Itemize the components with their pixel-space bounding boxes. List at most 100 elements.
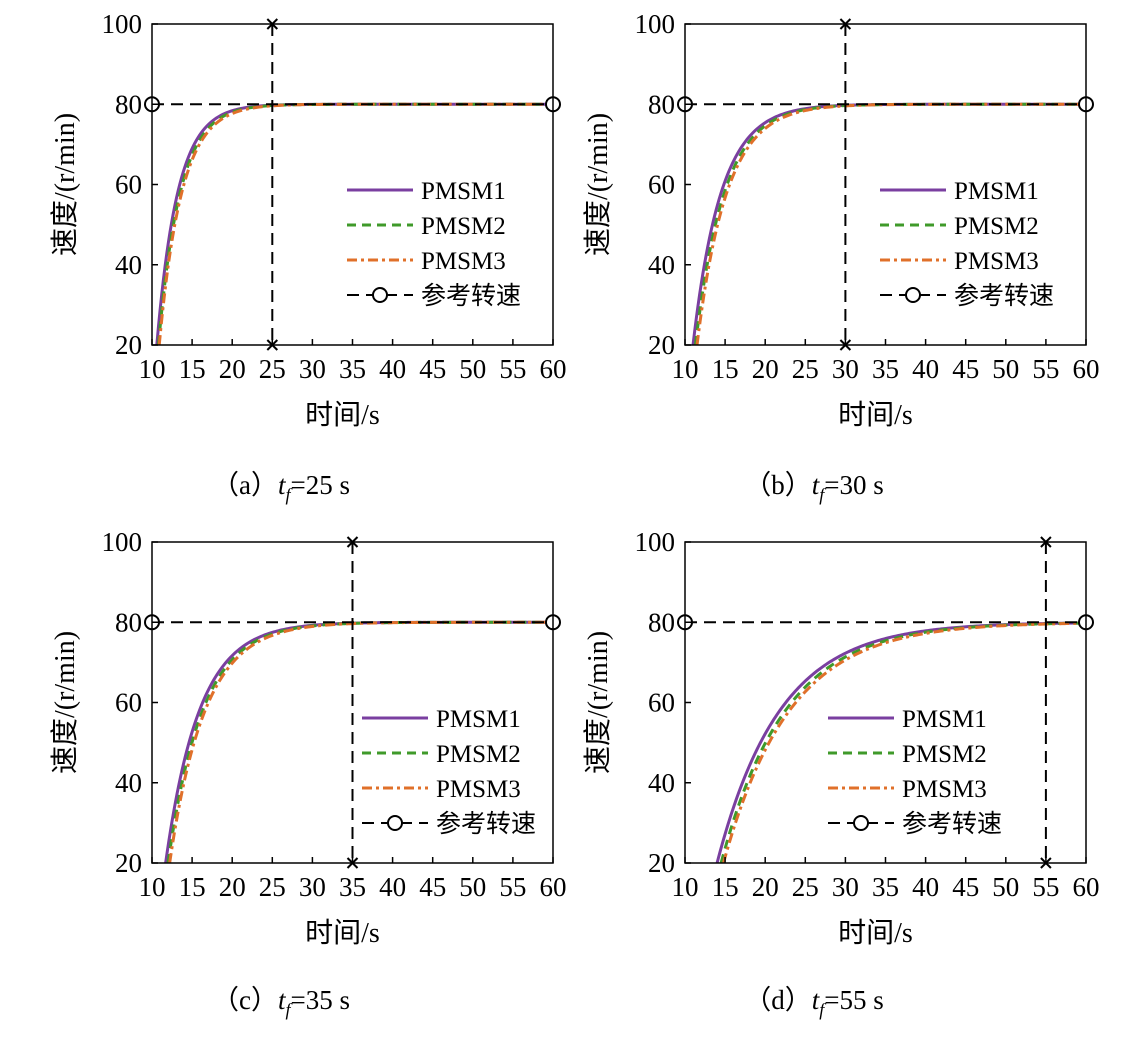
x-tick-label: 10 (139, 872, 166, 902)
caption-b: （b）tf=30 s (533, 463, 1095, 505)
x-tick-label: 15 (712, 872, 739, 902)
caption-c: （c）tf=35 s (0, 978, 562, 1020)
y-axis-title: 速度/(r/min) (49, 113, 81, 256)
legend-label: PMSM3 (436, 776, 521, 803)
caption-prefix: （d） (744, 985, 812, 1015)
legend-item: PMSM2 (880, 213, 1039, 240)
x-tick-label: 60 (540, 872, 567, 902)
y-tick-label: 100 (102, 527, 143, 557)
legend-label: PMSM1 (954, 178, 1039, 205)
x-tick-label: 40 (379, 872, 406, 902)
y-tick-label: 100 (102, 9, 143, 39)
y-tick-label: 100 (635, 527, 676, 557)
legend-swatch-marker (387, 815, 403, 831)
y-axis-title: 速度/(r/min) (582, 113, 614, 256)
x-tick-label: 55 (1032, 872, 1059, 902)
y-tick-label: 60 (115, 688, 142, 718)
y-tick-label: 20 (115, 848, 142, 878)
series-line-pmsm3 (695, 102, 1086, 345)
caption-sub: f (819, 999, 825, 1020)
legend-item: 参考转速 (828, 810, 1002, 838)
x-tick-label: 35 (872, 354, 899, 384)
x-tick-label: 15 (712, 354, 739, 384)
x-tick-label: 55 (499, 354, 526, 384)
x-tick-label: 50 (459, 872, 486, 902)
x-tick-label: 45 (952, 354, 979, 384)
x-tick-label: 20 (752, 354, 779, 384)
caption-tf: t (811, 470, 820, 500)
legend-swatch-marker (372, 287, 388, 303)
panel-d: 10 15 20 25 30 35 40 45 50 55 60 20 40 60 80 100 时间/s 速度/… (533, 518, 1100, 1036)
x-tick-label: 35 (339, 354, 366, 384)
x-tick-label: 30 (299, 872, 326, 902)
legend-item: PMSM3 (880, 248, 1039, 275)
x-tick-label: 45 (952, 872, 979, 902)
series-line-pmsm3 (168, 620, 553, 863)
legend-label: 参考转速 (421, 282, 521, 310)
caption-sub: f (285, 999, 291, 1020)
x-tick-label: 55 (1032, 354, 1059, 384)
legend-label: PMSM1 (436, 706, 521, 733)
legend-swatch-marker (853, 815, 869, 831)
x-axis-title: 时间/s (305, 399, 380, 431)
x-tick-label: 20 (219, 354, 246, 384)
caption-tf: t (811, 985, 820, 1015)
caption-suffix: =35 s (290, 985, 350, 1015)
legend-item: PMSM1 (347, 178, 506, 205)
legend-item: PMSM2 (347, 213, 506, 240)
x-tick-label: 50 (459, 354, 486, 384)
chart-panel-b: 10 15 20 25 30 35 40 45 50 55 60 20 40 60 80 100 时间/s 速度/… (582, 9, 1100, 431)
legend-label: PMSM3 (954, 248, 1039, 275)
legend-label: PMSM1 (421, 178, 506, 205)
x-tick-label: 40 (912, 872, 939, 902)
legend-item: PMSM3 (362, 776, 521, 803)
x-tick-label: 25 (792, 354, 819, 384)
y-tick-label: 20 (648, 848, 675, 878)
legend-label: PMSM3 (421, 248, 506, 275)
caption-d: （d）tf=55 s (533, 978, 1095, 1020)
y-tick-label: 60 (648, 688, 675, 718)
x-tick-label: 60 (1073, 354, 1100, 384)
y-tick-label: 40 (648, 250, 675, 280)
legend-item: 参考转速 (362, 810, 536, 838)
x-tick-label: 60 (1073, 872, 1100, 902)
legend-item: PMSM2 (828, 741, 987, 768)
series-line-pmsm3 (157, 102, 553, 345)
legend-label: 参考转速 (954, 282, 1054, 310)
chart-panel-d: 10 15 20 25 30 35 40 45 50 55 60 20 40 60 80 100 时间/s 速度/… (582, 527, 1100, 949)
x-axis-title: 时间/s (305, 917, 380, 949)
caption-prefix: （a） (212, 470, 278, 500)
x-tick-label: 25 (259, 354, 286, 384)
x-tick-label: 25 (259, 872, 286, 902)
legend-item: PMSM2 (362, 741, 521, 768)
y-tick-label: 80 (648, 89, 675, 119)
chart-panel-a: 10 15 20 25 30 35 40 45 50 55 60 20 40 60 80 100 时间/s 速度/… (49, 9, 567, 431)
y-tick-label: 80 (115, 607, 142, 637)
x-tick-label: 35 (339, 872, 366, 902)
caption-sub: f (285, 484, 291, 505)
legend-label: 参考转速 (902, 810, 1002, 838)
x-axis-title: 时间/s (838, 399, 913, 431)
series-line-pmsm2 (156, 102, 553, 345)
y-tick-label: 60 (648, 170, 675, 200)
legend-label: PMSM1 (902, 706, 987, 733)
panel-b: 10 15 20 25 30 35 40 45 50 55 60 20 40 60 80 100 时间/s 速度/… (533, 0, 1100, 518)
legend-label: PMSM2 (902, 741, 987, 768)
caption-suffix: =30 s (824, 470, 884, 500)
y-axis-title: 速度/(r/min) (49, 631, 81, 774)
x-tick-label: 10 (139, 354, 166, 384)
caption-sub: f (819, 484, 825, 505)
legend-item: 参考转速 (880, 282, 1054, 310)
caption-prefix: （b） (744, 470, 812, 500)
legend-item: PMSM1 (362, 706, 521, 733)
y-tick-label: 80 (648, 607, 675, 637)
caption-a: （a）tf=25 s (0, 463, 562, 505)
legend-label: PMSM2 (954, 213, 1039, 240)
y-tick-label: 40 (115, 768, 142, 798)
legend-swatch-marker (905, 287, 921, 303)
x-tick-label: 40 (379, 354, 406, 384)
series-line-pmsm3 (722, 621, 1086, 863)
y-tick-label: 20 (115, 330, 142, 360)
y-tick-label: 20 (648, 330, 675, 360)
caption-tf: t (277, 985, 286, 1015)
